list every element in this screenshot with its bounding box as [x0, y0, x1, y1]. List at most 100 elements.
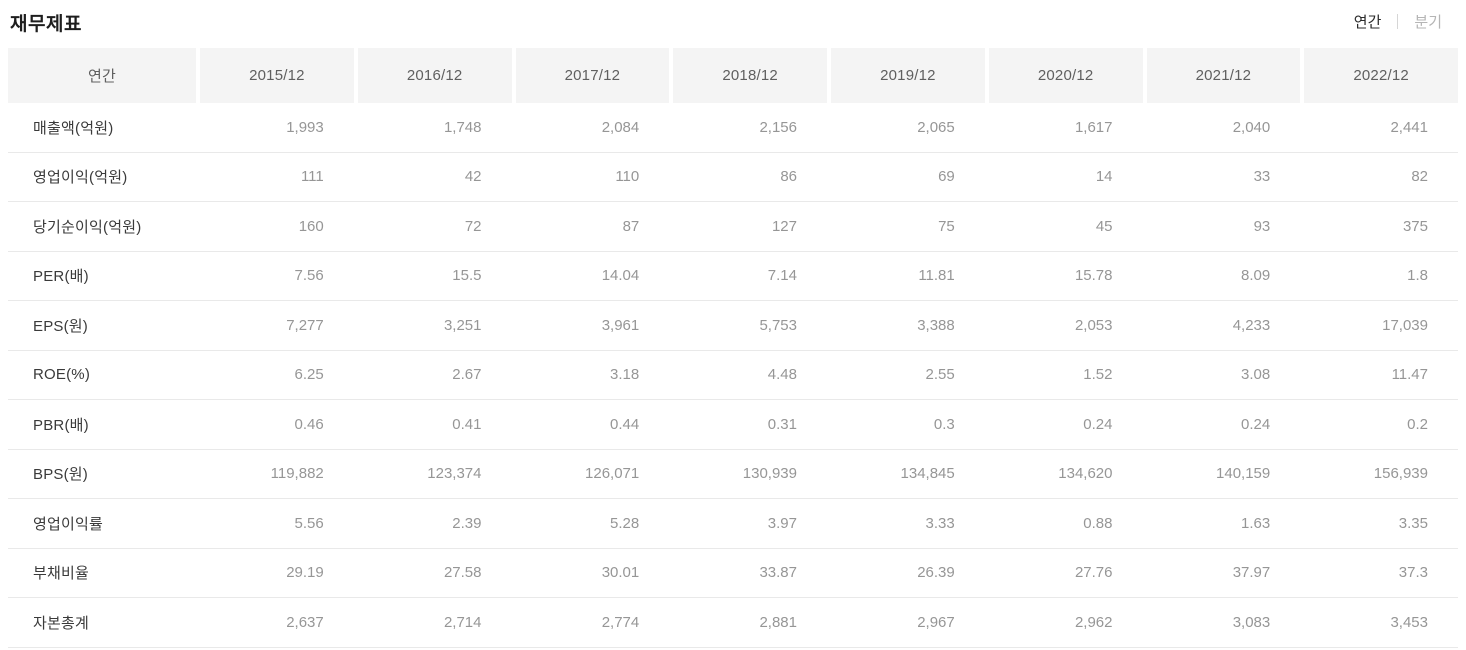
cell-value: 6.25 [294, 366, 324, 384]
cell-value: 3.18 [610, 366, 640, 384]
cell-value: 0.2 [1407, 415, 1428, 433]
table-body: 매출액(억원) 1,993 1,748 2,084 2,156 2,065 1,617 2,0… [8, 103, 1458, 648]
cell-value: 2,156 [759, 118, 797, 136]
cell-value: 2,714 [443, 613, 482, 631]
cell-value: 1.8 [1407, 267, 1428, 285]
cell-value: 33.87 [759, 564, 797, 582]
cell-value: 3,961 [601, 316, 640, 334]
cell-value: 2.55 [925, 366, 955, 384]
cell-value: 111 [300, 168, 324, 186]
cell-value: 0.3 [933, 415, 955, 433]
cell-value: 27.76 [1074, 564, 1113, 582]
header-cell-year: 2022/12 [1304, 48, 1458, 103]
header-cell-year: 2017/12 [515, 48, 670, 103]
cell-value: 130,939 [742, 465, 797, 483]
cell-value: 2,637 [286, 613, 324, 631]
cell-value: 5.28 [610, 514, 640, 532]
cell-value: 86 [780, 168, 797, 186]
cell-value: 1,748 [443, 118, 482, 136]
cell-value: 69 [938, 168, 955, 186]
toggle-quarterly-button[interactable]: 분기 [1414, 14, 1442, 31]
table-row: 부채비율 29.19 27.58 30.01 33.87 26.39 27.76 37.97 3… [8, 549, 1458, 598]
table-row: ROE(%) 6.25 2.67 3.18 4.48 2.55 1.52 3.08 11.47 [8, 351, 1458, 400]
cell-value: 2,962 [1074, 613, 1113, 631]
cell-value: 37.97 [1232, 564, 1271, 582]
header-cell-year: 2019/12 [831, 48, 985, 103]
cell-value: 5.56 [294, 514, 324, 532]
table-row: PBR(배) 0.46 0.41 0.44 0.31 0.3 0.24 0.24 0.2 [8, 400, 1458, 450]
cell-value: 0.24 [1241, 415, 1271, 433]
cell-value: 30.01 [601, 564, 640, 582]
toggle-divider [1397, 14, 1399, 29]
row-label: 영업이익률 [33, 515, 104, 533]
cell-value: 82 [1411, 168, 1428, 186]
cell-value: 134,620 [1058, 465, 1113, 483]
cell-value: 93 [1253, 217, 1271, 235]
cell-value: 123,374 [427, 465, 482, 483]
cell-value: 33 [1253, 168, 1271, 186]
cell-value: 11.47 [1391, 366, 1428, 384]
cell-value: 15.5 [452, 267, 482, 285]
cell-value: 140,159 [1216, 465, 1271, 483]
cell-value: 4.48 [767, 366, 797, 384]
cell-value: 2,881 [759, 613, 797, 631]
row-label: 매출액(억원) [33, 119, 114, 137]
cell-value: 2,774 [601, 613, 640, 631]
cell-value: 2,065 [917, 118, 955, 136]
row-label: 당기순이익(억원) [33, 218, 142, 236]
toggle-annual-button[interactable]: 연간 [1353, 14, 1382, 31]
table-row: 영업이익률 5.56 2.39 5.28 3.97 3.33 0.88 1.63 3.35 [8, 499, 1458, 549]
cell-value: 17,039 [1382, 316, 1428, 334]
header-cell-metric: 연간 [8, 48, 196, 103]
cell-value: 4,233 [1232, 316, 1271, 334]
row-label: BPS(원) [33, 466, 89, 484]
cell-value: 42 [464, 168, 482, 186]
cell-value: 7.56 [294, 267, 324, 285]
table-row: 매출액(억원) 1,993 1,748 2,084 2,156 2,065 1,617 2,0… [8, 103, 1458, 153]
cell-value: 0.31 [767, 415, 797, 433]
cell-value: 1,993 [286, 118, 324, 136]
top-bar: 재무제표 연간 분기 [8, 0, 1458, 48]
cell-value: 3,083 [1232, 613, 1271, 631]
cell-value: 26.39 [917, 564, 955, 582]
cell-value: 27.58 [443, 564, 482, 582]
cell-value: 2,053 [1074, 316, 1113, 334]
cell-value: 0.88 [1083, 514, 1113, 532]
cell-value: 45 [1095, 217, 1113, 235]
cell-value: 0.24 [1083, 415, 1113, 433]
header-cell-year: 2021/12 [1146, 48, 1301, 103]
cell-value: 14.04 [601, 267, 640, 285]
cell-value: 160 [298, 217, 324, 235]
cell-value: 72 [464, 217, 482, 235]
table-row: PER(배) 7.56 15.5 14.04 7.14 11.81 15.78 8.09 1.8 [8, 252, 1458, 301]
cell-value: 119,882 [270, 465, 324, 483]
table-header-row: 연간 2015/12 2016/12 2017/12 2018/12 2019/12 202… [8, 48, 1458, 103]
cell-value: 1,617 [1074, 118, 1113, 136]
cell-value: 2,441 [1390, 118, 1428, 136]
cell-value: 3,251 [443, 316, 482, 334]
cell-value: 127 [771, 217, 797, 235]
row-label: EPS(원) [33, 317, 89, 335]
cell-value: 375 [1402, 217, 1428, 235]
cell-value: 1.63 [1241, 514, 1271, 532]
cell-value: 134,845 [900, 465, 955, 483]
cell-value: 8.09 [1241, 267, 1271, 285]
page-title: 재무제표 [10, 14, 82, 35]
row-label: PER(배) [33, 268, 89, 286]
cell-value: 37.3 [1398, 564, 1428, 582]
row-label: 영업이익(억원) [33, 169, 128, 187]
table-row: 당기순이익(억원) 160 72 87 127 75 45 93 375 [8, 202, 1458, 252]
cell-value: 3.33 [925, 514, 955, 532]
cell-value: 5,753 [759, 316, 797, 334]
cell-value: 156,939 [1373, 465, 1428, 483]
header-cell-year: 2015/12 [200, 48, 354, 103]
cell-value: 0.46 [294, 415, 324, 433]
cell-value: 0.44 [610, 415, 640, 433]
cell-value: 3,388 [917, 316, 955, 334]
cell-value: 2,967 [917, 613, 955, 631]
table-row: EPS(원) 7,277 3,251 3,961 5,753 3,388 2,053 4,23… [8, 301, 1458, 351]
cell-value: 110 [615, 168, 640, 186]
cell-value: 3.97 [767, 514, 797, 532]
cell-value: 87 [622, 217, 640, 235]
